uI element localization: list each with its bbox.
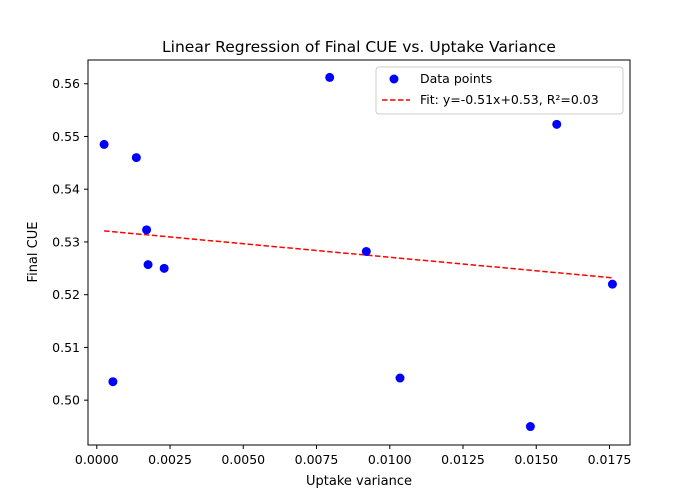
x-axis-label: Uptake variance	[306, 474, 412, 489]
x-axis-ticks: 0.0000 0.0025 0.0050 0.0075 0.0100 0.0125 0.01…	[75, 445, 631, 467]
x-tick-label: 0.0075	[295, 452, 339, 467]
data-point	[159, 263, 169, 273]
y-tick-label: 0.55	[52, 129, 80, 144]
x-tick-label: 0.0025	[148, 452, 192, 467]
x-tick-label: 0.0175	[588, 452, 632, 467]
legend-box	[375, 66, 624, 115]
data-point	[325, 72, 335, 82]
x-tick-label: 0.0000	[75, 452, 119, 467]
fit-line	[104, 230, 613, 279]
x-tick-label: 0.0150	[514, 452, 558, 467]
data-point	[361, 246, 371, 256]
plot-marks	[99, 72, 617, 432]
y-axis-ticks: 0.50 0.51 0.52 0.53 0.54 0.55 0.56	[52, 76, 88, 408]
x-tick-label: 0.0050	[221, 452, 265, 467]
legend-marker-data-points	[389, 74, 399, 84]
y-tick-label: 0.52	[52, 287, 80, 302]
data-point	[552, 119, 562, 129]
legend-label-data-points: Data points	[420, 71, 492, 86]
legend: Data points Fit: y=-0.51x+0.53, R²=0.03	[375, 66, 624, 115]
data-point	[143, 260, 153, 270]
data-point	[142, 225, 152, 235]
y-tick-label: 0.56	[52, 76, 80, 91]
x-tick-label: 0.0125	[441, 452, 485, 467]
y-axis-label: Final CUE	[26, 222, 41, 283]
chart-title: Linear Regression of Final CUE vs. Uptak…	[162, 38, 556, 56]
data-point	[525, 422, 535, 432]
data-point	[395, 373, 405, 383]
y-tick-label: 0.51	[52, 340, 80, 355]
plot-frame	[87, 59, 631, 446]
y-tick-label: 0.54	[52, 182, 80, 197]
data-point	[99, 139, 109, 149]
data-point	[108, 377, 118, 387]
data-point	[607, 279, 617, 289]
data-point	[131, 153, 141, 163]
x-tick-label: 0.0100	[368, 452, 412, 467]
y-tick-label: 0.50	[52, 393, 80, 408]
legend-label-fit-line: Fit: y=-0.51x+0.53, R²=0.03	[420, 92, 599, 107]
y-tick-label: 0.53	[52, 234, 80, 249]
